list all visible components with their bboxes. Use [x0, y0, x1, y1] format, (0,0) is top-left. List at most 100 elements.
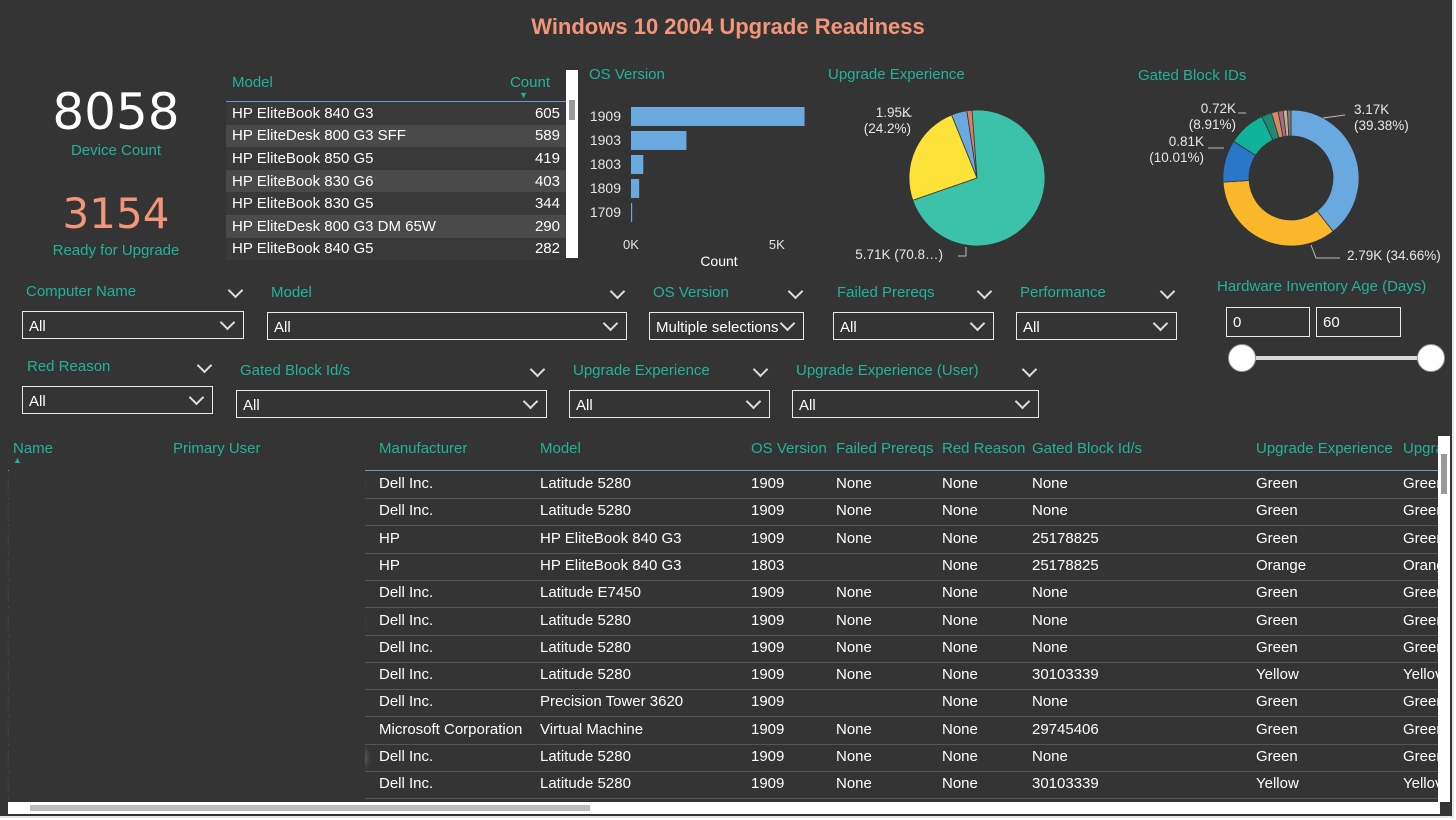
- model-cell: HP EliteDesk 800 G3 SFF: [232, 127, 406, 145]
- grid-column-header[interactable]: Red Reason: [942, 440, 1026, 457]
- slicer-dropdown[interactable]: All: [569, 390, 770, 418]
- chevron-down-icon: [1014, 393, 1031, 410]
- chevron-down-icon[interactable]: [529, 361, 546, 378]
- table-cell: None: [1032, 638, 1068, 656]
- model-table-row[interactable]: HP EliteDesk 800 G3 SFF 589: [226, 124, 566, 148]
- chevron-down-icon[interactable]: [196, 357, 213, 374]
- slicer-dropdown[interactable]: All: [1016, 312, 1177, 340]
- count-cell: 344: [534, 195, 560, 213]
- table-cell: Green: [1403, 638, 1445, 656]
- chevron-down-icon: [219, 314, 236, 331]
- grid-column-header[interactable]: Name: [13, 440, 54, 457]
- model-table-row[interactable]: HP EliteBook 850 G5 419: [226, 147, 566, 170]
- data-label: (8.91%): [1189, 117, 1236, 132]
- table-cell: None: [942, 775, 978, 793]
- grid-vertical-scrollbar[interactable]: [1438, 436, 1450, 802]
- table-cell: Yellov: [1403, 666, 1443, 684]
- grid-hscroll-thumb[interactable]: [30, 805, 590, 811]
- model-table-row[interactable]: HP EliteBook 840 G5 282: [226, 237, 566, 260]
- bar[interactable]: [631, 131, 687, 150]
- table-cell: 25178825: [1032, 556, 1099, 574]
- bar[interactable]: [631, 155, 644, 174]
- chevron-down-icon[interactable]: [976, 283, 993, 300]
- pie-slice[interactable]: [1222, 180, 1334, 247]
- table-cell: Green: [1403, 720, 1445, 738]
- slicer-label: Upgrade Experience (User): [796, 362, 979, 379]
- grid-column-header[interactable]: Manufacturer: [379, 440, 468, 457]
- grid-vscroll-thumb[interactable]: [1441, 454, 1447, 494]
- slicer-label: Computer Name: [26, 283, 137, 300]
- chevron-down-icon[interactable]: [752, 361, 769, 378]
- model-cell: HP EliteBook 830 G5: [232, 195, 374, 213]
- hw-age-slider-max-handle[interactable]: [1417, 344, 1445, 372]
- data-label: 3.17K: [1354, 102, 1389, 117]
- table-cell: None: [836, 638, 872, 656]
- model-table-scrollbar[interactable]: [566, 70, 578, 258]
- table-cell: None: [836, 748, 872, 765]
- grid-column-header[interactable]: Model: [540, 440, 581, 457]
- bar[interactable]: [631, 179, 640, 198]
- grid-column-header[interactable]: Primary User: [173, 440, 261, 457]
- model-table-row[interactable]: HP EliteBook 830 G6 403: [226, 169, 566, 193]
- hw-age-max-input[interactable]: 60: [1316, 307, 1401, 337]
- slicer-label: Upgrade Experience: [573, 362, 710, 379]
- sort-desc-icon: ▼: [519, 90, 528, 100]
- hw-age-slider-track[interactable]: [1242, 356, 1432, 360]
- pie-slice[interactable]: [912, 109, 1046, 247]
- chevron-down-icon[interactable]: [1159, 283, 1176, 300]
- gated-block-ids-title: Gated Block IDs: [1138, 67, 1247, 84]
- chevron-down-icon[interactable]: [227, 282, 244, 299]
- grid-horizontal-scrollbar[interactable]: [8, 802, 1440, 814]
- table-cell: 1909: [751, 775, 785, 793]
- slicer-dropdown[interactable]: All: [22, 311, 244, 339]
- page-title: Windows 10 2004 Upgrade Readiness: [531, 14, 925, 39]
- data-label: (24.2%): [864, 121, 911, 136]
- table-cell: None: [836, 475, 872, 492]
- slicer-value: All: [29, 393, 46, 410]
- grid-column-header[interactable]: Upgrade Experience: [1256, 440, 1393, 457]
- table-cell: Green: [1256, 475, 1298, 492]
- hw-age-label: Hardware Inventory Age (Days): [1217, 278, 1427, 295]
- slicer-value: All: [274, 319, 291, 336]
- device-grid-header: Name Primary User Manufacturer Model OS Vers…: [8, 440, 1444, 471]
- pie-slice[interactable]: [908, 114, 978, 201]
- model-table-row[interactable]: HP EliteBook 830 G5 344: [226, 192, 566, 215]
- grid-column-header[interactable]: Gated Block Id/s: [1032, 440, 1143, 457]
- hw-age-min-input[interactable]: 0: [1226, 307, 1310, 337]
- chevron-down-icon[interactable]: [609, 283, 626, 300]
- table-cell: None: [836, 666, 872, 684]
- model-table-row[interactable]: HP EliteDesk 800 G3 DM 65W 290: [226, 214, 566, 238]
- col-count-header[interactable]: Count: [509, 74, 550, 91]
- slicer-dropdown[interactable]: All: [833, 312, 994, 340]
- pie-slice[interactable]: [1290, 109, 1360, 232]
- table-cell: Dell Inc.: [379, 748, 434, 765]
- model-table-row[interactable]: HP EliteBook 840 G3 605: [226, 102, 566, 125]
- table-cell: Dell Inc.: [379, 584, 434, 602]
- slicer-dropdown[interactable]: Multiple selections: [649, 312, 804, 340]
- table-cell: 1909: [751, 529, 785, 547]
- slicer-dropdown[interactable]: All: [22, 386, 213, 414]
- col-model-header[interactable]: Model: [232, 74, 273, 91]
- slicer-dropdown[interactable]: All: [267, 312, 627, 340]
- table-cell: None: [836, 529, 872, 547]
- bar[interactable]: [631, 203, 633, 222]
- chevron-down-icon[interactable]: [787, 283, 804, 300]
- device-count-label: Device Count: [70, 142, 162, 159]
- hw-age-slider-min-handle[interactable]: [1228, 344, 1256, 372]
- slicer-dropdown[interactable]: All: [236, 390, 547, 418]
- grid-column-header[interactable]: Upgra: [1403, 440, 1444, 457]
- grid-column-header[interactable]: Failed Prereqs: [836, 440, 934, 457]
- chevron-down-icon[interactable]: [1021, 361, 1038, 378]
- table-cell: Dell Inc.: [379, 638, 434, 656]
- ready-value: 3154: [62, 189, 170, 238]
- leader-line: [1322, 114, 1346, 119]
- model-count-table[interactable]: Model Count ▼ HP EliteBook 840 G3 605 HP E…: [226, 70, 566, 260]
- bar[interactable]: [631, 107, 805, 126]
- slicer-dropdown[interactable]: All: [792, 390, 1039, 418]
- pie-slice[interactable]: [1286, 109, 1292, 137]
- table-cell: Green: [1403, 529, 1445, 547]
- table-cell: Dell Inc.: [379, 775, 434, 793]
- scroll-thumb[interactable]: [569, 100, 575, 120]
- table-cell: HP: [379, 529, 400, 547]
- grid-column-header[interactable]: OS Version: [751, 440, 827, 457]
